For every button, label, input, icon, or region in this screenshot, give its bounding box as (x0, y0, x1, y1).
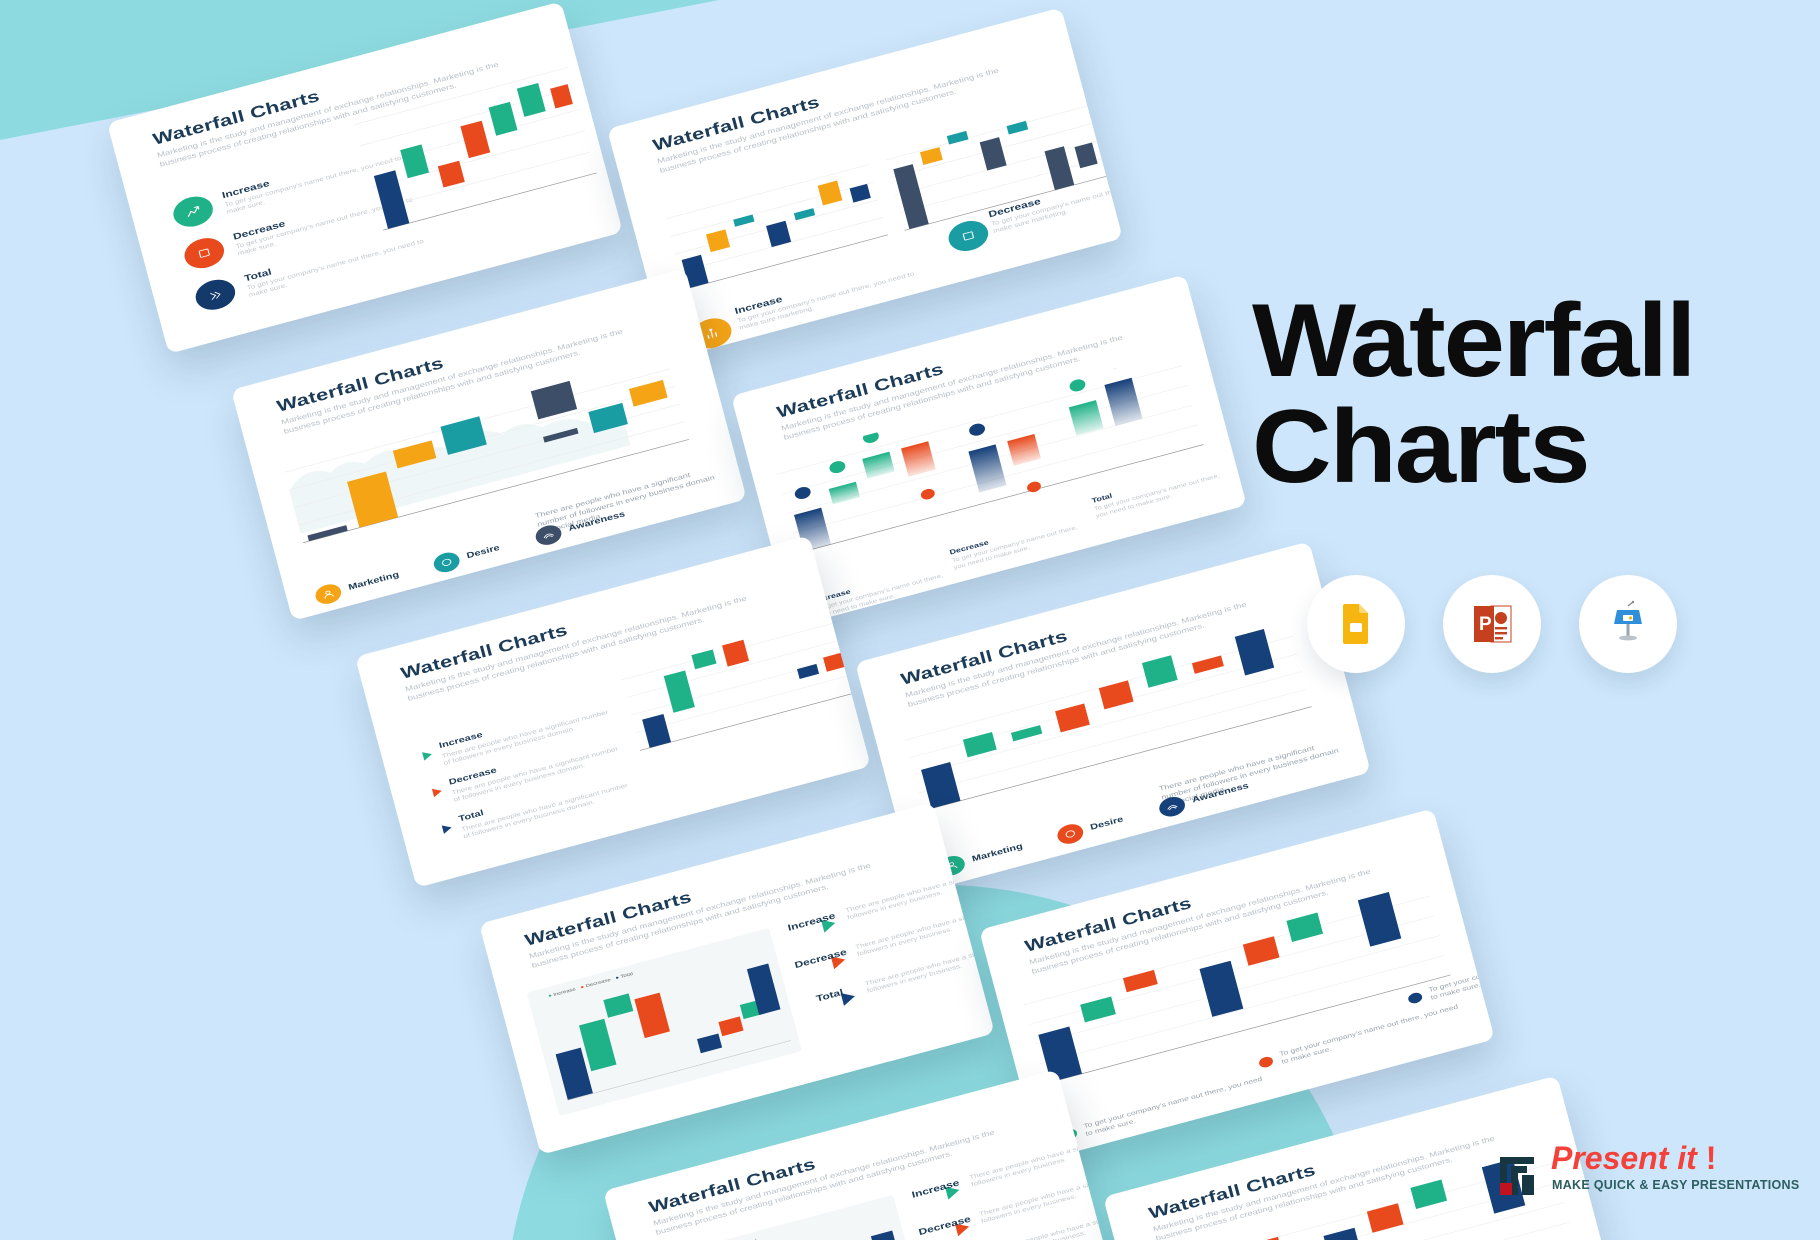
svg-text:P: P (1479, 614, 1492, 635)
